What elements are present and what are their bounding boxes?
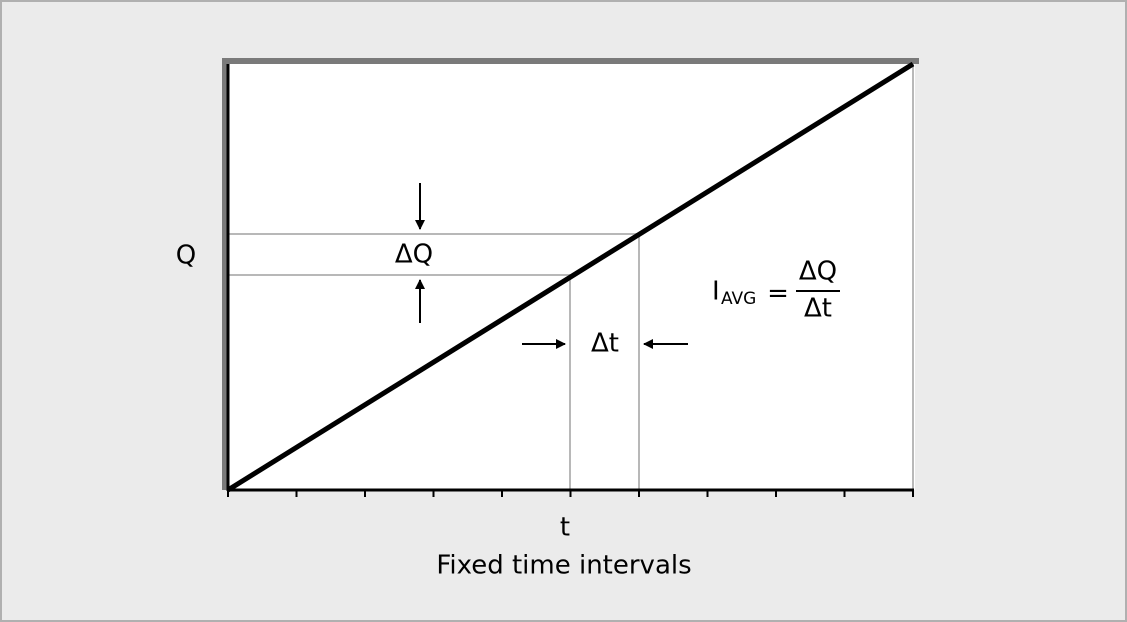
formula-subscript: AVG — [721, 289, 756, 309]
delta-t-label: Δt — [591, 329, 619, 359]
charge-line — [226, 61, 915, 493]
formula-symbol: I — [712, 277, 720, 307]
ticks — [227, 490, 914, 497]
y-axis-label: Q — [176, 241, 196, 271]
formula-denominator: Δt — [804, 294, 832, 324]
x-axis-label: t — [560, 513, 570, 543]
formula-numerator: ΔQ — [799, 257, 837, 287]
x-caption: Fixed time intervals — [436, 551, 691, 581]
frame-top — [222, 58, 919, 64]
formula-equals: = — [767, 279, 789, 309]
delta-q-label: ΔQ — [395, 240, 433, 270]
frame-left — [222, 58, 228, 490]
